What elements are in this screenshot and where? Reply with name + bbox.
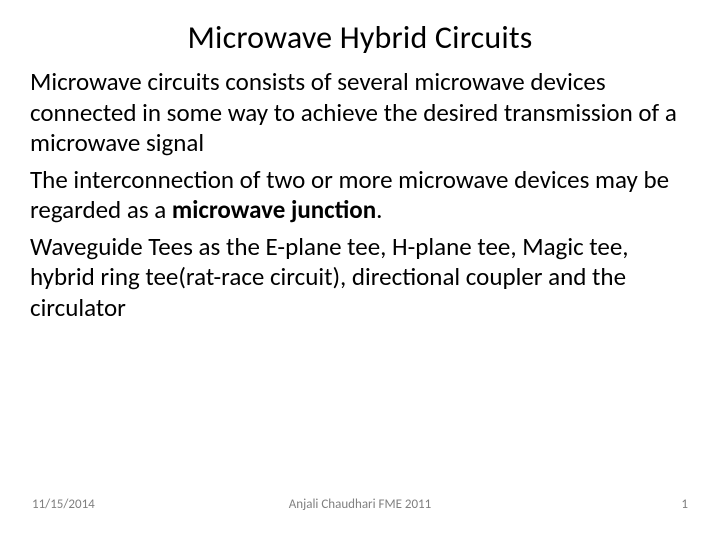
footer-author: Anjali Chaudhari FME 2011	[289, 497, 432, 512]
footer-page-number: 1	[681, 497, 688, 512]
paragraph-2: The interconnection of two or more micro…	[30, 165, 690, 226]
paragraph-3: Waveguide Tees as the E-plane tee, H-pla…	[30, 232, 690, 324]
footer-date: 11/15/2014	[32, 497, 95, 512]
slide-footer: 11/15/2014 Anjali Chaudhari FME 2011 1	[0, 497, 720, 512]
paragraph-1: Microwave circuits consists of several m…	[30, 67, 690, 159]
paragraph-2-suffix: .	[376, 194, 382, 225]
slide-body: Microwave circuits consists of several m…	[30, 67, 690, 323]
slide: Microwave Hybrid Circuits Microwave circ…	[0, 0, 720, 540]
paragraph-2-bold: microwave junction	[172, 194, 376, 225]
slide-title: Microwave Hybrid Circuits	[30, 18, 690, 57]
